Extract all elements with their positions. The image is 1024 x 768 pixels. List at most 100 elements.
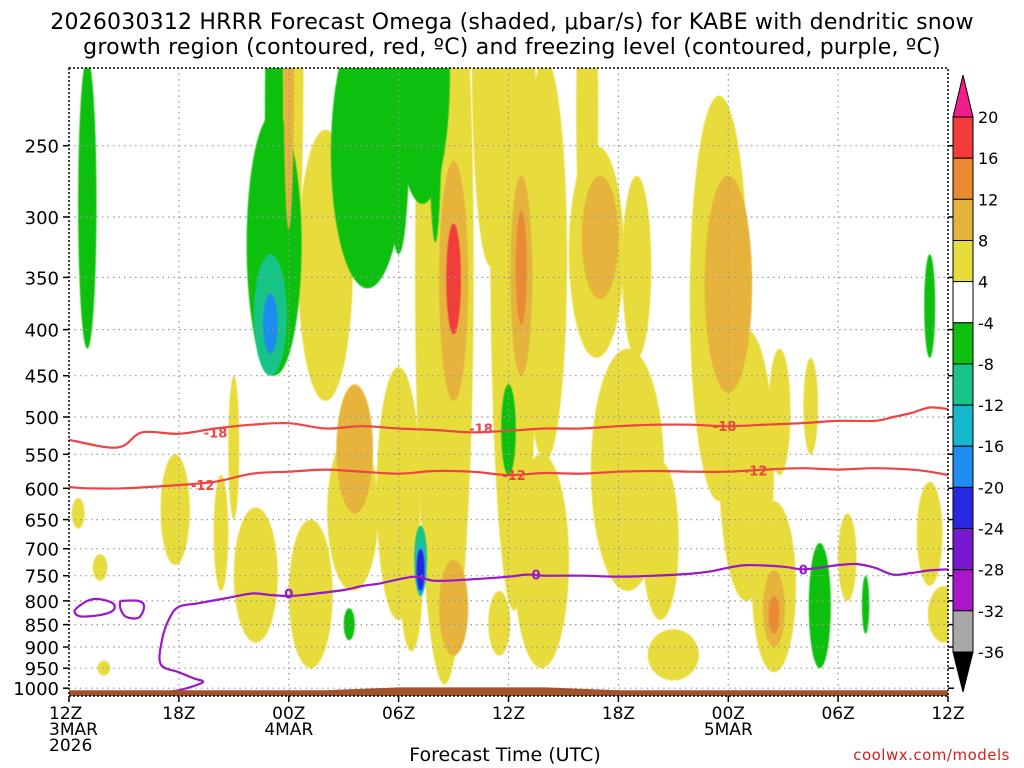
y-tick-label-550: 550 [25,445,59,466]
chart-title-line-1: 2026030312 HRRR Forecast Omega (shaded, … [50,10,974,35]
colorbar-label-12: -32 [978,602,1004,621]
grid-lines [69,68,948,696]
chart-title-line-2: growth region (contoured, red, ºC) and f… [83,35,941,60]
colorbar-bin-5 [952,322,974,365]
colorbar-label-13: -36 [978,643,1004,662]
x-tick-label-18-0: 06Z [382,704,415,724]
omega-region-18 [622,175,652,358]
y-tick-label-950: 950 [25,659,59,680]
plot-border [68,67,949,697]
y-tick-label-600: 600 [25,479,59,500]
omega-region-44 [394,68,450,204]
omega-region-29 [213,475,229,591]
omega-region-40 [924,254,936,358]
omega-region-56 [515,210,527,325]
freezing-level-label-1: 0 [531,569,540,584]
x-tick-label-48-0: 12Z [931,704,964,724]
y-tick-label-300: 300 [25,208,59,229]
omega-region-31 [647,629,699,681]
omega-region-59 [263,293,278,354]
omega-region-15 [514,454,569,669]
colorbar-bottom-arrow [952,651,974,693]
y-tick-label-400: 400 [25,321,59,342]
colorbar-bin-1 [952,157,974,200]
freezing-level-label-2: 0 [799,563,808,578]
colorbar-label-11: -28 [978,561,1004,580]
colorbar-label-4: 4 [978,273,988,292]
omega-region-60 [416,548,425,591]
omega-region-26 [838,513,857,601]
colorbar-bin-2 [952,198,974,242]
x-tick-label-0-1: 3MAR [49,720,98,740]
omega-region-46 [336,384,374,514]
colorbar-bin-12 [952,610,974,653]
omega-region-58 [446,223,461,335]
colorbar-bin-11 [952,569,974,612]
omega-shading [71,68,948,685]
x-tick-label-6-0: 18Z [162,704,195,724]
omega-region-1 [92,554,108,581]
y-tick-label-650: 650 [25,511,59,532]
omega-region-38 [808,543,831,669]
colorbar-label-0: 20 [978,108,998,127]
y-tick-label-250: 250 [25,137,59,158]
y-tick-label-450: 450 [25,367,59,388]
colorbar-label-6: -8 [978,355,994,374]
freezing-loop-1-line [73,597,116,618]
y-tick-label-1000: 1000 [13,679,59,700]
x-tick-label-0-0: 12Z [49,704,82,724]
x-tick-label-30-0: 18Z [602,704,635,724]
dgz-minus18-line [69,406,948,449]
omega-region-35 [330,68,405,289]
omega-region-24 [768,348,791,476]
x-axis-label: Forecast Time (UTC) [409,744,601,766]
colorbar-bin-3 [952,240,974,283]
colorbar-label-1: 16 [978,149,998,168]
omega-region-45 [283,68,295,230]
dgz-minus12-label-2: -12 [744,464,768,479]
y-tick-label-900: 900 [25,638,59,659]
omega-region-4 [228,375,240,520]
omega-region-49 [439,559,469,656]
omega-region-51 [581,175,619,300]
site-credit[interactable]: coolwx.com/models [853,746,1010,764]
omega-region-52 [704,175,753,393]
colorbar-label-7: -12 [978,396,1004,415]
colorbar-label-9: -20 [978,478,1004,497]
colorbar-label-5: -4 [978,314,994,333]
x-tick-label-24-0: 12Z [492,704,525,724]
dgz-minus18-label-2: -18 [713,420,737,435]
colorbar-label-10: -24 [978,520,1004,539]
plot-frame [68,67,949,697]
y-tick-label-500: 500 [25,408,59,429]
x-tick-label-12-1: 4MAR [264,720,313,740]
colorbar-bin-0 [952,116,974,159]
contour-lines: -18 -18 -18 -12 -12 -12 0 0 0 [69,406,948,696]
omega-region-2 [97,660,111,676]
y-tick-label-350: 350 [25,268,59,289]
omega-region-57 [768,596,780,634]
dgz-minus18-label-0: -18 [204,426,228,441]
omega-region-20 [642,461,679,620]
omega-region-32 [78,68,97,349]
omega-region-0 [71,498,85,529]
y-tick-label-800: 800 [25,592,59,613]
x-tick-label-36-0: 00Z [712,704,745,724]
dgz-minus12-line [69,467,948,490]
omega-region-14 [523,68,568,462]
colorbar-label-3: 8 [978,232,988,251]
x-tick-label-36-1: 5MAR [704,720,753,740]
terrain-fill [69,687,948,696]
freezing-level-line [147,562,948,696]
colorbar-top-arrow [952,74,974,118]
colorbar-bin-10 [952,528,974,571]
omega-region-34 [343,608,355,641]
dgz-minus18-label-1: -18 [469,423,493,438]
colorbar-bin-4 [952,281,974,324]
colorbar-bin-8 [952,445,974,488]
omega-region-39 [861,575,870,634]
colorbar-label-8: -16 [978,437,1004,456]
omega-region-28 [927,586,948,643]
